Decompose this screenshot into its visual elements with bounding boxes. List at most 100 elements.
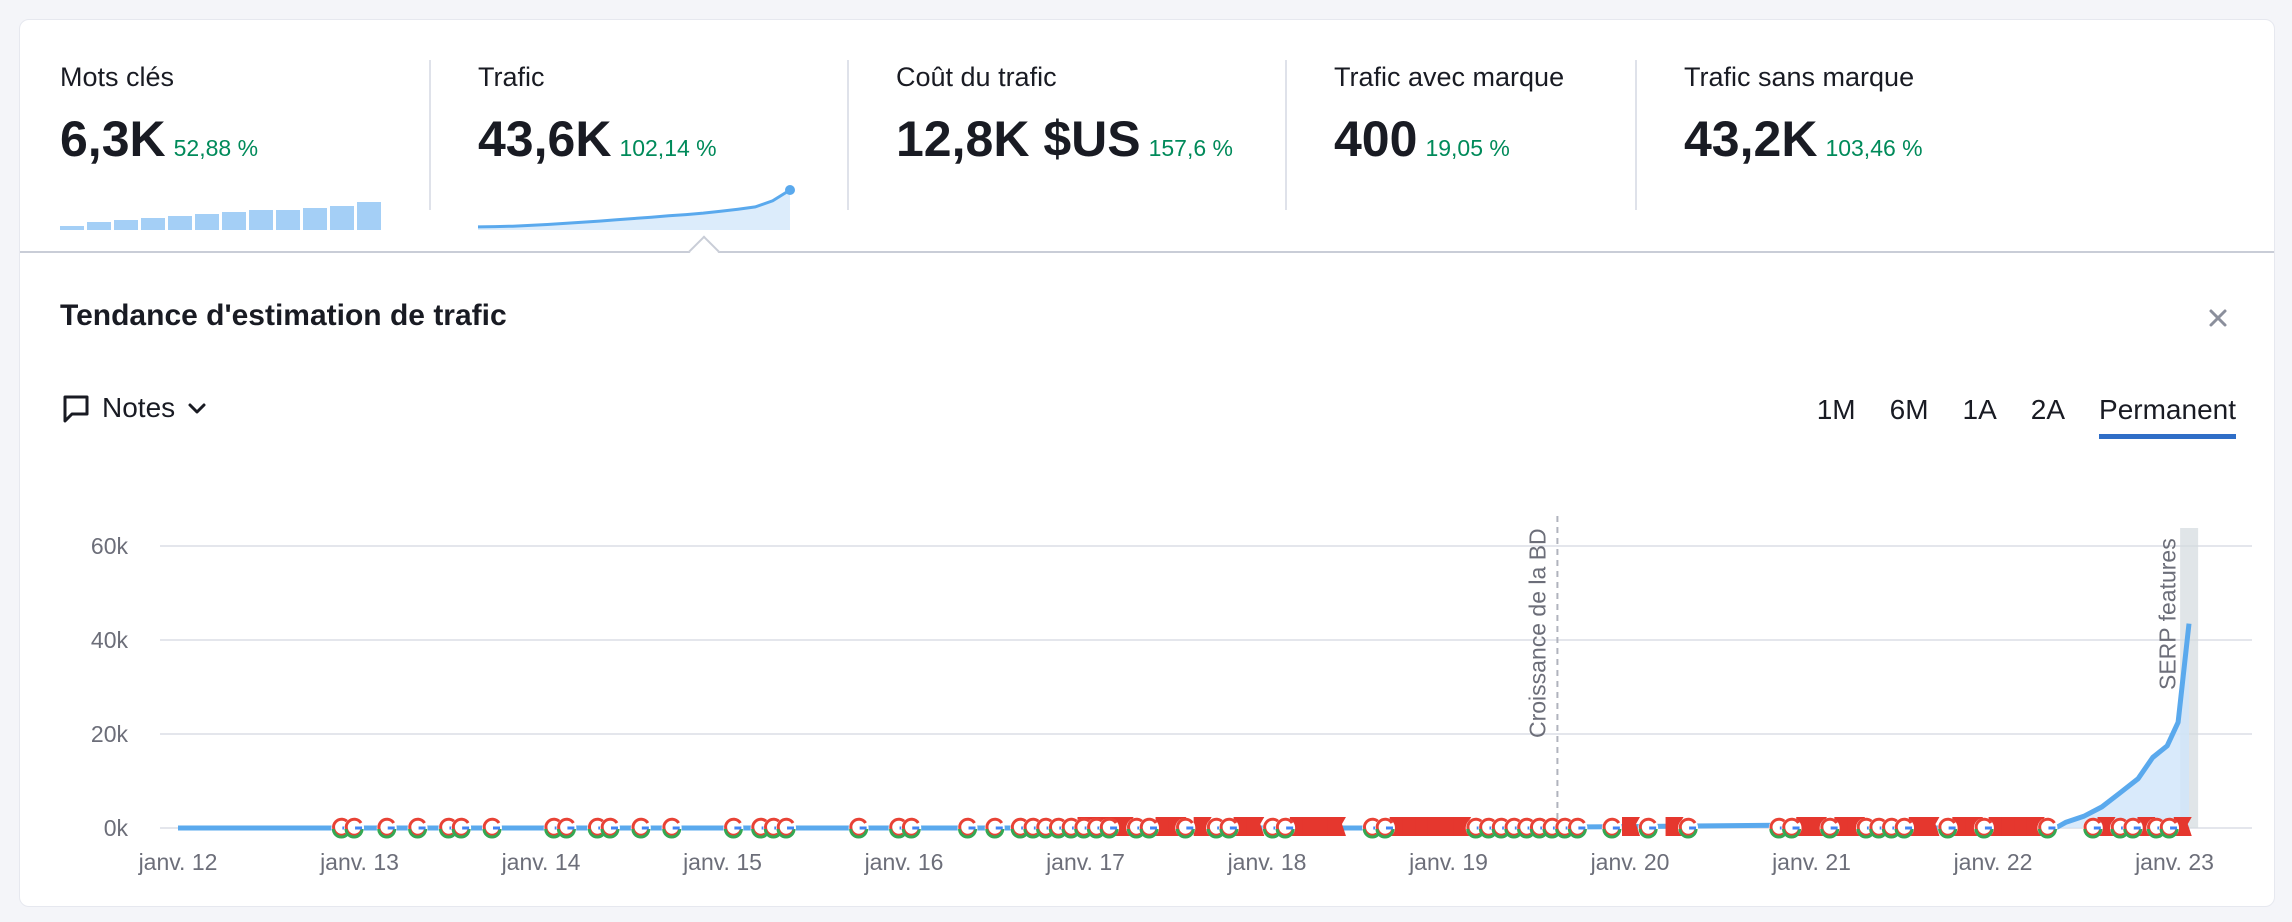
- y-tick-label: 40k: [91, 627, 129, 653]
- x-tick-label: janv. 16: [864, 849, 944, 875]
- close-button[interactable]: [2202, 302, 2234, 334]
- sparkline-bar: [141, 218, 165, 230]
- x-tick-label: janv. 22: [1953, 849, 2033, 875]
- google-update-marker: [1937, 817, 1958, 839]
- x-tick-label: janv. 19: [1408, 849, 1488, 875]
- google-update-marker: [776, 817, 797, 839]
- metric-separator: [847, 60, 849, 210]
- metric-label: Coût du trafic: [896, 62, 1057, 92]
- google-marker-arc: [377, 828, 397, 839]
- google-update-marker: [376, 817, 397, 839]
- google-marker-arc: [1678, 828, 1698, 839]
- notes-dropdown[interactable]: Notes: [60, 392, 209, 424]
- sparkline-bar: [114, 220, 138, 230]
- google-update-marker: [556, 817, 577, 839]
- google-marker-arc: [1139, 828, 1159, 839]
- period-1m[interactable]: 1M: [1816, 394, 1856, 425]
- metric-change: 102,14 %: [619, 135, 717, 161]
- google-marker-arc: [482, 828, 502, 839]
- sparkline-bar: [87, 222, 111, 230]
- period-2a[interactable]: 2A: [2030, 394, 2066, 425]
- notes-label: Notes: [102, 392, 176, 423]
- google-update-marker: [1638, 817, 1659, 839]
- google-update-marker: [1175, 817, 1196, 839]
- x-tick-label: janv. 20: [1590, 849, 1670, 875]
- keywords-sparkline: [60, 202, 381, 230]
- google-marker-arc: [901, 828, 921, 839]
- sparkline-bar: [249, 210, 273, 230]
- y-tick-label: 60k: [91, 533, 129, 559]
- traffic-area: [178, 623, 2190, 828]
- google-update-marker: [407, 817, 428, 839]
- google-update-marker: [451, 817, 472, 839]
- google-update-marker: [957, 817, 978, 839]
- traffic-line: [178, 623, 2192, 831]
- sparkline-bar: [330, 206, 354, 230]
- x-tick-label: janv. 12: [138, 849, 218, 875]
- sparkline-bar: [222, 212, 246, 230]
- google-marker-arc: [1219, 828, 1239, 839]
- google-marker-arc: [1782, 828, 1802, 839]
- google-update-marker: [1099, 817, 1120, 839]
- x-tick-label: janv. 21: [1771, 849, 1851, 875]
- metric-traffic-cost[interactable]: Coût du trafic 12,8K $US 157,6 %: [896, 60, 1233, 167]
- metric-change: 19,05 %: [1425, 135, 1510, 161]
- google-update-marker: [1218, 817, 1239, 839]
- google-update-marker: [661, 817, 682, 839]
- metric-change: 52,88 %: [173, 135, 259, 161]
- traffic-trend-chart: 0k 20k 40k 60k janv. 12 janv. 13 janv. 14 janv.…: [91, 516, 2252, 875]
- google-update-marker: [2082, 817, 2103, 839]
- google-marker-arc: [1375, 828, 1395, 839]
- traffic-sparkline: [478, 185, 795, 230]
- x-tick-label: janv. 23: [2134, 849, 2214, 875]
- google-update-marker: [1781, 817, 1802, 839]
- google-update-marker: [1894, 817, 1915, 839]
- google-update-marker: [1139, 817, 1160, 839]
- google-update-marker: [344, 817, 365, 839]
- metric-branded-traffic[interactable]: Trafic avec marque 400 19,05 %: [1334, 60, 1564, 167]
- period-permanent[interactable]: Permanent: [2099, 394, 2236, 439]
- x-tick-label: janv. 15: [682, 849, 762, 875]
- sparkline-bar: [195, 214, 219, 230]
- sparkline-bar: [60, 226, 84, 230]
- google-update-marker: [599, 817, 620, 839]
- chevron-down-icon: [188, 403, 206, 414]
- y-tick-label: 0k: [104, 815, 129, 841]
- sparkline-line: [478, 188, 791, 229]
- metric-non-branded-traffic[interactable]: Trafic sans marque 43,2K 103,46 %: [1684, 60, 1923, 167]
- google-marker-arc: [408, 828, 428, 839]
- period-1a[interactable]: 1A: [1962, 394, 1997, 425]
- google-marker-arc: [2083, 828, 2103, 839]
- google-marker-arc: [1099, 828, 1119, 839]
- close-icon: [2209, 309, 2227, 327]
- google-marker-arc: [451, 828, 471, 839]
- google-marker-arc: [849, 828, 869, 839]
- google-marker-arc: [985, 828, 1005, 839]
- metric-label: Trafic sans marque: [1684, 62, 1915, 92]
- google-marker-arc: [1275, 828, 1295, 839]
- google-update-marker: [723, 817, 744, 839]
- metric-value: 400: [1334, 111, 1418, 167]
- metric-value: 6,3K: [60, 111, 166, 167]
- google-marker-arc: [1175, 828, 1195, 839]
- google-update-marker: [901, 817, 922, 839]
- google-marker-arc: [1894, 828, 1914, 839]
- metric-label: Mots clés: [60, 62, 175, 92]
- google-marker-arc: [1938, 828, 1958, 839]
- serp-feature-flag: [1622, 817, 1640, 836]
- sparkline-bar: [168, 216, 192, 230]
- metric-traffic[interactable]: Trafic 43,6K 102,14 %: [478, 60, 717, 167]
- google-update-marker: [1678, 817, 1699, 839]
- metric-keywords[interactable]: Mots clés 6,3K 52,88 %: [60, 60, 258, 167]
- metric-change: 103,46 %: [1825, 135, 1923, 161]
- google-update-marker: [1567, 817, 1588, 839]
- serp-feature-flag: [1327, 817, 1346, 836]
- google-update-marker: [1275, 817, 1296, 839]
- period-6m[interactable]: 6M: [1889, 394, 1929, 425]
- google-marker-arc: [1974, 828, 1994, 839]
- x-tick-label: janv. 17: [1045, 849, 1125, 875]
- google-marker-arc: [958, 828, 978, 839]
- sparkline-end-point: [785, 185, 795, 195]
- google-update-marker: [2122, 817, 2143, 839]
- section-divider: [20, 251, 2274, 253]
